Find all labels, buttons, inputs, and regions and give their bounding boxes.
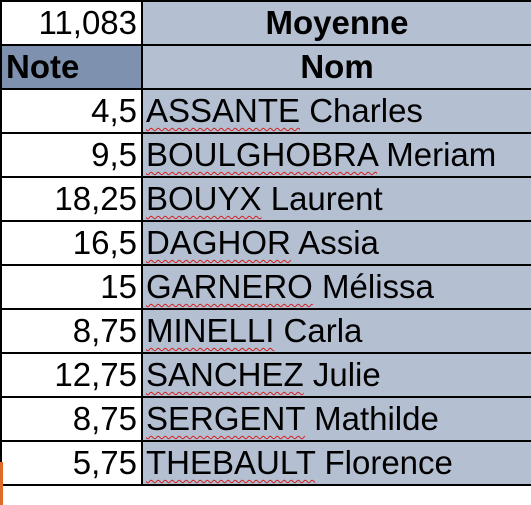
table-row: 5,75 THEBAULT Florence — [0, 440, 531, 486]
surname-text: GARNERO — [146, 268, 313, 305]
surname-text: SANCHEZ — [146, 356, 304, 393]
grades-table-body: 11,083 Moyenne Note Nom 4,5 ASSANTE Charl… — [0, 0, 531, 486]
name-cell[interactable]: MINELLI Carla — [141, 308, 531, 354]
firstname-text: Meriam — [386, 136, 497, 173]
name-cell[interactable]: ASSANTE Charles — [141, 88, 531, 134]
note-cell[interactable]: 4,5 — [0, 88, 143, 134]
average-label-cell[interactable]: Moyenne — [141, 0, 531, 46]
table-row: 12,75 SANCHEZ Julie — [0, 352, 531, 398]
note-cell[interactable]: 8,75 — [0, 308, 143, 354]
name-cell[interactable]: SANCHEZ Julie — [141, 352, 531, 398]
surname-text: BOULGHOBRA — [146, 136, 378, 173]
grades-table: 11,083 Moyenne Note Nom 4,5 ASSANTE Charl… — [0, 0, 531, 486]
note-cell[interactable]: 18,25 — [0, 176, 143, 222]
table-row: 8,75 MINELLI Carla — [0, 308, 531, 354]
row-selection-marker — [0, 462, 3, 505]
name-cell[interactable]: SERGENT Mathilde — [141, 396, 531, 442]
name-cell[interactable]: BOULGHOBRA Meriam — [141, 132, 531, 178]
surname-text: THEBAULT — [146, 444, 316, 481]
note-cell[interactable]: 15 — [0, 264, 143, 310]
table-row: 4,5 ASSANTE Charles — [0, 88, 531, 134]
name-cell[interactable]: BOUYX Laurent — [141, 176, 531, 222]
table-row: 18,25 BOUYX Laurent — [0, 176, 531, 222]
header-row: Note Nom — [0, 44, 531, 90]
name-cell[interactable]: THEBAULT Florence — [141, 440, 531, 486]
surname-text: DAGHOR — [146, 224, 291, 261]
firstname-text: Mathilde — [314, 400, 439, 437]
note-cell[interactable]: 12,75 — [0, 352, 143, 398]
nom-header-cell[interactable]: Nom — [141, 44, 531, 90]
note-cell[interactable]: 8,75 — [0, 396, 143, 442]
name-cell[interactable]: DAGHOR Assia — [141, 220, 531, 266]
firstname-text: Assia — [298, 224, 379, 261]
surname-text: MINELLI — [146, 312, 275, 349]
surname-text: BOUYX — [146, 180, 262, 217]
firstname-text: Mélissa — [322, 268, 434, 305]
table-row: 16,5 DAGHOR Assia — [0, 220, 531, 266]
firstname-text: Julie — [312, 356, 381, 393]
note-cell[interactable]: 9,5 — [0, 132, 143, 178]
surname-text: SERGENT — [146, 400, 305, 437]
name-cell[interactable]: GARNERO Mélissa — [141, 264, 531, 310]
note-header-cell[interactable]: Note — [0, 44, 143, 90]
firstname-text: Laurent — [270, 180, 383, 217]
summary-row: 11,083 Moyenne — [0, 0, 531, 46]
firstname-text: Charles — [309, 92, 423, 129]
average-value-cell[interactable]: 11,083 — [0, 0, 143, 46]
firstname-text: Florence — [324, 444, 453, 481]
note-cell[interactable]: 5,75 — [0, 440, 143, 486]
table-row: 15 GARNERO Mélissa — [0, 264, 531, 310]
surname-text: ASSANTE — [146, 92, 301, 129]
table-row: 8,75 SERGENT Mathilde — [0, 396, 531, 442]
table-row: 9,5 BOULGHOBRA Meriam — [0, 132, 531, 178]
firstname-text: Carla — [283, 312, 363, 349]
note-cell[interactable]: 16,5 — [0, 220, 143, 266]
